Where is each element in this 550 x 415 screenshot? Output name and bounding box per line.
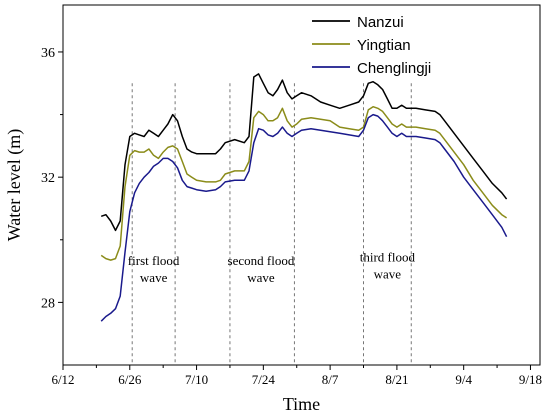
x-tick-label: 8/7 [322,372,339,387]
legend-label-yingtian: Yingtian [357,37,411,54]
x-axis-title: Time [283,394,320,414]
x-tick-label: 8/21 [385,372,408,387]
flood-wave-annotation: third flood wave [360,250,416,282]
y-tick-label: 36 [41,46,55,61]
y-tick-label: 32 [41,171,55,186]
x-tick-label: 9/4 [455,372,472,387]
legend-label-chenglingji: Chenglingji [357,60,431,77]
series-line-nanzui [100,73,508,232]
series-line-chenglingji [100,113,508,322]
x-tick-label: 6/12 [51,372,74,387]
legend: Nanzui Yingtian Chenglingji [312,14,431,77]
series-line-yingtian [100,105,508,261]
x-tick-label: 7/10 [185,372,208,387]
plot-frame [62,4,541,366]
flood-wave-annotation: first flood wave [128,253,180,285]
y-axis-title: Water level (m) [4,129,25,242]
flood-wave-annotation: second flood wave [228,253,295,285]
legend-label-nanzui: Nanzui [357,14,404,31]
x-tick-label: 6/26 [118,372,142,387]
y-tick-label: 28 [41,296,55,311]
x-tick-label: 9/18 [519,372,542,387]
x-tick-label: 7/24 [252,372,276,387]
